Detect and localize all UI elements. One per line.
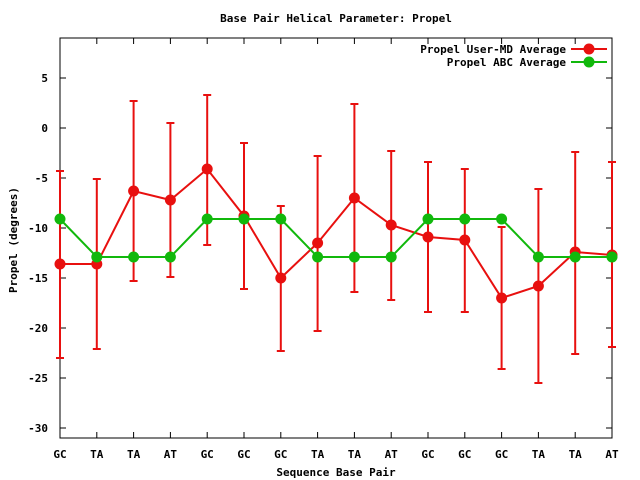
x-tick-label: GC [274, 448, 287, 461]
y-tick-label: -30 [28, 422, 48, 435]
data-point [201, 213, 213, 225]
legend-marker [583, 56, 595, 68]
data-point [128, 251, 140, 263]
y-tick-label: -5 [35, 172, 48, 185]
data-point [348, 192, 360, 204]
chart-title: Base Pair Helical Parameter: Propel [220, 12, 452, 25]
data-point [496, 213, 508, 225]
x-tick-label: GC [237, 448, 250, 461]
y-tick-label: -15 [28, 272, 48, 285]
data-point [164, 194, 176, 206]
data-point [312, 237, 324, 249]
x-tick-label: TA [127, 448, 141, 461]
data-point [275, 213, 287, 225]
series-line [59, 218, 612, 258]
x-tick-label: GC [495, 448, 508, 461]
x-tick-label: GC [458, 448, 471, 461]
plot-area-border [59, 37, 613, 439]
series-line [60, 167, 613, 300]
data-point [348, 251, 360, 263]
data-point [91, 251, 103, 263]
x-tick-label: AT [385, 448, 399, 461]
x-tick-label: GC [421, 448, 434, 461]
y-axis-label: Propel (degrees) [7, 187, 20, 293]
legend-label: Propel User-MD Average [420, 43, 566, 56]
x-tick-label: AT [164, 448, 178, 461]
y-tick-label: 5 [41, 72, 48, 85]
x-tick-label: TA [348, 448, 362, 461]
data-point [385, 219, 397, 231]
x-tick-label: TA [90, 448, 104, 461]
data-point [569, 251, 581, 263]
y-tick-label: -25 [28, 372, 48, 385]
data-point [238, 213, 250, 225]
series-0 [54, 94, 618, 384]
x-tick-label: GC [201, 448, 214, 461]
data-point [164, 251, 176, 263]
data-point [54, 213, 66, 225]
data-point [312, 251, 324, 263]
data-point [275, 272, 287, 284]
data-point [496, 292, 508, 304]
x-tick-label: AT [605, 448, 619, 461]
x-tick-label: TA [569, 448, 583, 461]
y-tick-label: 0 [41, 122, 48, 135]
data-point [385, 251, 397, 263]
legend-marker [583, 43, 595, 55]
y-tick-label: -20 [28, 322, 48, 335]
x-tick-label: TA [311, 448, 325, 461]
data-point [422, 213, 434, 225]
data-point [128, 185, 140, 197]
x-axis-label: Sequence Base Pair [276, 466, 396, 479]
data-point [532, 251, 544, 263]
data-point [459, 213, 471, 225]
data-point [606, 251, 618, 263]
data-point [422, 231, 434, 243]
data-point [201, 163, 213, 175]
data-point [459, 234, 471, 246]
data-point [54, 258, 66, 270]
data-point [532, 280, 544, 292]
legend-label: Propel ABC Average [447, 56, 567, 69]
series-1 [54, 213, 618, 263]
x-tick-label: GC [53, 448, 66, 461]
y-tick-label: -10 [28, 222, 48, 235]
x-tick-label: TA [532, 448, 546, 461]
